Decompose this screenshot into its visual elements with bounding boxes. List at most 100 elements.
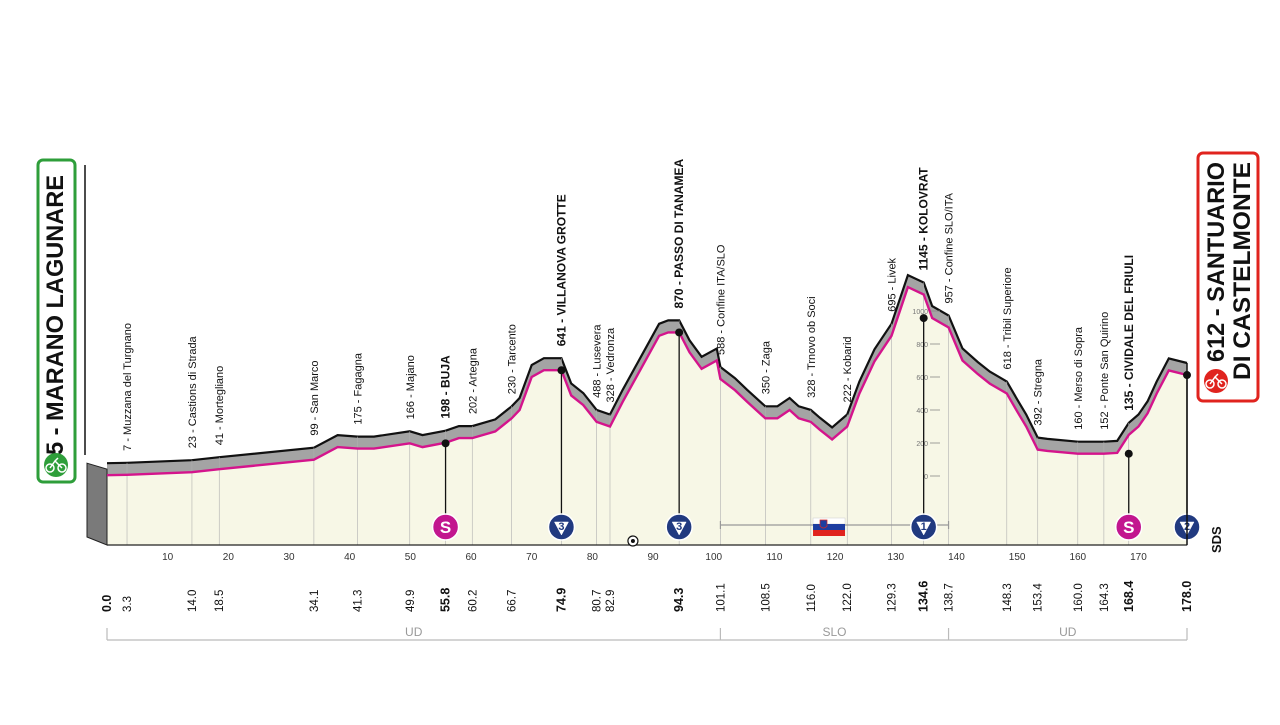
- waypoint-label: 328 - Trnovo ob Soci: [806, 296, 818, 398]
- km-label: 34.1: [309, 590, 321, 612]
- kom-category-label: 1: [921, 521, 927, 533]
- km-label: 116.0: [806, 584, 818, 612]
- km-label: 164.3: [1099, 583, 1111, 612]
- start-label: 5 - MARANO LAGUNARE: [42, 175, 69, 455]
- distance-tick-label: 90: [648, 552, 660, 563]
- kom-triangle-icon: [671, 521, 687, 536]
- km-label: 74.9: [554, 588, 568, 612]
- waypoint-label: 328 - Vedronza: [605, 327, 617, 402]
- profile-start-side: [86, 462, 108, 546]
- km-label: 3.3: [122, 596, 134, 612]
- waypoint-label: 23 - Castions di Strada: [187, 335, 199, 448]
- distance-tick-label: 60: [465, 552, 477, 563]
- sds-logo: SDS: [1209, 526, 1224, 553]
- distance-tick-label: 170: [1130, 552, 1147, 563]
- waypoint-label: 870 - PASSO DI TANAMEA: [672, 159, 686, 309]
- waypoint-label: 160 - Merso di Sopra: [1073, 326, 1085, 430]
- slovenia-flag-icon: [812, 517, 846, 536]
- km-label: 18.5: [214, 590, 226, 612]
- km-label: 82.9: [605, 590, 617, 612]
- elevation-tick-label: 400: [916, 408, 928, 415]
- elevation-tick-label: 800: [916, 342, 928, 349]
- waypoint-label: 618 - Tribil Superiore: [1002, 267, 1014, 369]
- km-label: 94.3: [672, 588, 686, 612]
- region-label: UD: [1059, 625, 1077, 639]
- finish-label-line2: DI CASTELMONTE: [1229, 162, 1256, 380]
- waypoint-label: 641 - VILLANOVA GROTTE: [554, 194, 568, 346]
- km-label: 129.3: [887, 583, 899, 612]
- waypoint-label: 957 - Confine SLO/ITA: [944, 192, 956, 303]
- waypoint-label: 488 - Lusevera: [592, 324, 604, 398]
- waypoint-label: 152 - Ponte San Quirino: [1099, 312, 1111, 430]
- feed-zone-icon: [627, 535, 639, 547]
- waypoints: 7 - Muzzana del Turgnano 23 - Castions di…: [122, 159, 1136, 545]
- km-label: 122.0: [842, 583, 854, 612]
- sprint-icon: [431, 513, 460, 541]
- km-label: 138.7: [944, 583, 956, 612]
- distance-tick-label: 140: [948, 552, 965, 563]
- kom-marker-dot: [919, 314, 928, 323]
- distance-tick-label: 130: [887, 552, 904, 563]
- waypoint-label: 222 - Kobarid: [842, 336, 854, 402]
- distance-tick-label: 10: [162, 552, 174, 563]
- distance-tick-label: 150: [1009, 552, 1026, 563]
- km-label: 148.3: [1002, 583, 1014, 612]
- waypoint-label: 198 - BUJA: [439, 355, 453, 419]
- kom-category-label: 3: [558, 521, 564, 533]
- waypoint-label: 41 - Mortegliano: [214, 366, 226, 446]
- km-label: 134.6: [917, 581, 931, 612]
- waypoint-label: 166 - Majano: [405, 355, 417, 419]
- waypoint-label: 350 - Zaga: [760, 340, 772, 394]
- elevation-tick-label: 200: [916, 441, 928, 448]
- elevation-tick-label: 0: [924, 474, 928, 481]
- km-label: 168.4: [1122, 581, 1136, 612]
- finish-box: 612 - SANTUARIO DI CASTELMONTE: [1196, 151, 1260, 403]
- kom-triangle-icon: [554, 521, 569, 536]
- km-labels: 0.0 3.3 14.0 18.5 34.1 41.3 49.9 55.8 60.2 66.7 74…: [100, 581, 1194, 612]
- km-label: 41.3: [353, 590, 365, 612]
- waypoint-label: 135 - CIVIDALE DEL FRIULI: [1122, 255, 1136, 411]
- distance-tick-label: 30: [283, 552, 295, 563]
- start-box: 5 - MARANO LAGUNARE: [36, 158, 77, 484]
- start-box-frame: [36, 158, 77, 484]
- km-label: 160.0: [1073, 583, 1085, 612]
- waypoint-label: 230 - Tarcento: [507, 324, 519, 394]
- distance-tick-label: 50: [405, 552, 417, 563]
- sprint-icon: [1115, 513, 1143, 541]
- region-label: SLO: [822, 625, 846, 639]
- sprint-label: S: [440, 518, 451, 537]
- waypoint-label: 695 - Livek: [887, 257, 899, 311]
- waypoint-label: 99 - San Marco: [309, 360, 321, 435]
- distance-axis: 10 20 30 40 50 60 70 80 90 100 110 120 130 140 150 160 1…: [107, 544, 1187, 563]
- elevation-axis: 1000 800 600 400 200 0: [912, 309, 940, 481]
- sprint-marker-dot: [1124, 449, 1133, 458]
- waypoint-label: 392 - Stregna: [1033, 358, 1045, 426]
- km-label: 178.0: [1180, 581, 1194, 612]
- waypoint-label: 202 - Artegna: [467, 347, 479, 414]
- region-bracket: UD SLO UD: [106, 625, 1188, 641]
- kom-triangle-icon: [916, 521, 932, 536]
- waypoint-label: 7 - Muzzana del Turgnano: [122, 323, 134, 451]
- distance-tick-label: 20: [223, 552, 235, 563]
- km-label: 0.0: [100, 595, 114, 612]
- kom-marker-dot: [557, 366, 566, 375]
- finish-bike-icon: [1204, 369, 1228, 393]
- route-line: [106, 285, 1188, 477]
- waypoint-label: 588 - Confine ITA/SLO: [715, 244, 727, 355]
- sprint-marker-dot: [441, 439, 450, 448]
- km-label: 55.8: [439, 588, 453, 612]
- region-label: UD: [405, 625, 423, 639]
- elevation-tick-label: 1000: [912, 309, 928, 316]
- km-label: 108.5: [760, 583, 772, 612]
- km-label: 101.1: [715, 583, 727, 612]
- distance-tick-label: 70: [526, 552, 538, 563]
- km-label: 153.4: [1033, 583, 1045, 612]
- kom-marker-dot: [675, 328, 684, 337]
- distance-tick-label: 100: [705, 552, 722, 563]
- km-label: 60.2: [467, 590, 479, 612]
- sprint-label: S: [1123, 518, 1134, 537]
- km-label: 80.7: [592, 590, 604, 612]
- finish-label-line1: 612 - SANTUARIO: [1203, 162, 1230, 362]
